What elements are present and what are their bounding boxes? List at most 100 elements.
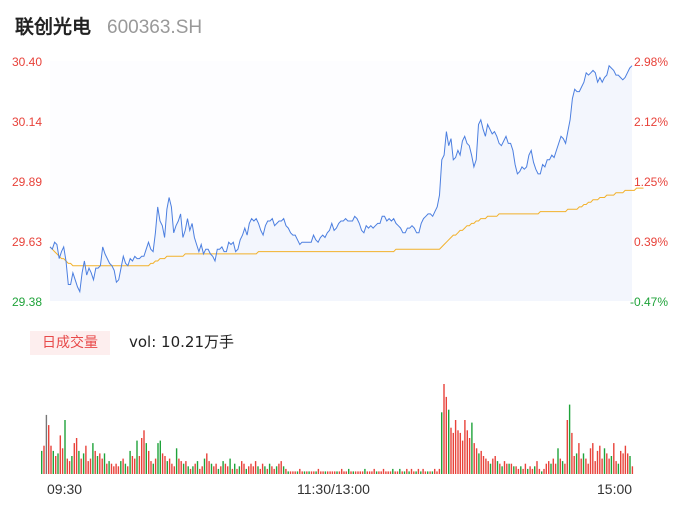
volume-bar — [450, 427, 452, 474]
volume-bar — [401, 471, 403, 474]
volume-bar — [234, 463, 236, 474]
volume-bar — [341, 468, 343, 474]
volume-bar — [399, 468, 401, 474]
y-axis-left-label: 29.89 — [12, 175, 43, 189]
volume-bar — [554, 463, 557, 474]
volume-bar — [603, 448, 606, 474]
volume-bar — [592, 443, 594, 474]
volume-bar — [208, 461, 210, 474]
volume-bar — [243, 463, 245, 474]
volume-bar — [392, 468, 394, 474]
volume-bar — [257, 466, 259, 474]
volume-bar — [310, 471, 313, 474]
volume-bar — [64, 420, 66, 474]
volume-bar — [631, 466, 634, 474]
volume-bar — [136, 440, 138, 474]
volume-bar — [303, 471, 306, 474]
volume-bar — [454, 420, 457, 474]
volume-bar — [585, 458, 587, 474]
volume-bar — [313, 471, 315, 474]
volume-bar — [345, 471, 347, 474]
volume-bar — [289, 471, 292, 474]
volume-bar — [222, 461, 224, 474]
stock-name: 联创光电 — [15, 16, 92, 38]
volume-bar — [157, 443, 159, 474]
volume-bar — [359, 471, 361, 474]
volume-bar — [89, 458, 92, 474]
volume-bar — [610, 456, 613, 474]
volume-bar — [94, 450, 96, 474]
volume-bar — [215, 463, 217, 474]
volume-bar — [448, 409, 450, 474]
volume-bar — [617, 463, 620, 474]
volume-bar — [608, 458, 610, 474]
price-line — [49, 64, 633, 294]
volume-bar — [317, 468, 320, 474]
volume-bar — [99, 453, 101, 474]
volume-bar — [578, 443, 580, 474]
volume-bar — [43, 445, 45, 474]
volume-bar — [466, 430, 468, 474]
volume-bar — [241, 461, 243, 474]
volume-bar — [427, 471, 429, 474]
volume-bar — [436, 471, 438, 474]
volume-bar — [380, 471, 382, 474]
volume-bar — [68, 461, 71, 474]
volume-bar — [573, 456, 575, 474]
volume-bar — [515, 466, 517, 474]
volume-bar — [499, 463, 501, 474]
volume-bar — [464, 420, 466, 474]
volume-bar — [403, 471, 406, 474]
volume-bar — [173, 466, 175, 474]
volume-bar — [231, 468, 234, 474]
volume-bar — [354, 471, 357, 474]
volume-bar — [506, 463, 508, 474]
volume-bar — [329, 471, 331, 474]
volume-bar — [568, 404, 571, 474]
volume-bar — [473, 443, 475, 474]
volume-bar — [371, 471, 373, 474]
volume-bar — [271, 466, 273, 474]
intraday-price-chart — [49, 64, 644, 294]
volume-bar — [92, 443, 94, 474]
volume-bar — [108, 461, 110, 474]
volume-bar — [489, 463, 492, 474]
y-axis-right-label: -0.47% — [629, 295, 668, 309]
y-axis-right-label: 2.12% — [633, 115, 668, 129]
stock-code: 600363.SH — [107, 17, 203, 38]
volume-bar — [510, 463, 513, 474]
volume-bar — [331, 471, 334, 474]
volume-bar — [150, 461, 152, 474]
volume-bar — [524, 463, 527, 474]
y-axis-left-label: 29.63 — [12, 235, 43, 249]
volume-bar — [148, 450, 150, 474]
volume-bar — [452, 432, 454, 474]
volume-bar — [615, 461, 617, 474]
volume-bar — [334, 471, 336, 474]
volume-bar — [308, 471, 310, 474]
volume-bar — [57, 453, 59, 474]
volume-bar — [287, 471, 289, 474]
volume-bar — [78, 450, 80, 474]
volume-bar — [52, 450, 54, 474]
volume-bar — [113, 466, 115, 474]
volume-bar — [501, 466, 503, 474]
volume-bar — [622, 453, 624, 474]
volume-bar — [101, 458, 103, 474]
volume-bar — [41, 450, 43, 474]
volume-bar — [82, 453, 85, 474]
tab-daily-volume[interactable]: 日成交量 — [30, 331, 110, 355]
volume-bar — [45, 414, 48, 474]
volume-bar — [438, 468, 441, 474]
volume-bar — [210, 463, 213, 474]
volume-bar — [134, 458, 136, 474]
volume-bar — [124, 463, 127, 474]
volume-bar — [224, 463, 227, 474]
x-axis-label-midday: 11:30/13:00 — [297, 481, 370, 497]
volume-bar — [480, 450, 482, 474]
volume-bar — [152, 463, 154, 474]
volume-bar — [536, 461, 538, 474]
volume-bar — [322, 471, 324, 474]
volume-bar — [120, 461, 122, 474]
stock-header: 联创光电 600363.SH — [15, 12, 202, 40]
